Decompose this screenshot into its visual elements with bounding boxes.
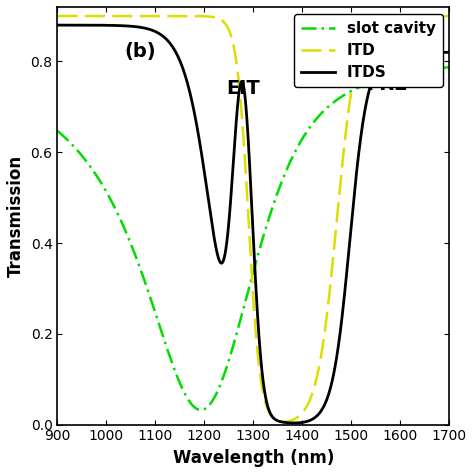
X-axis label: Wavelength (nm): Wavelength (nm) (173, 449, 334, 467)
Y-axis label: Transmission: Transmission (7, 155, 25, 277)
Text: EIT: EIT (226, 79, 260, 98)
Text: (b): (b) (124, 42, 155, 61)
Text: FR2: FR2 (366, 74, 408, 94)
Legend: slot cavity, ITD, ITDS: slot cavity, ITD, ITDS (294, 14, 443, 87)
